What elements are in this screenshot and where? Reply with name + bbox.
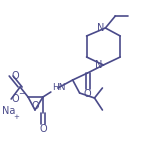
Text: +: + bbox=[13, 114, 19, 120]
Text: −: − bbox=[19, 89, 26, 98]
Text: O: O bbox=[11, 94, 19, 104]
Text: O: O bbox=[31, 101, 39, 111]
Text: O: O bbox=[39, 124, 47, 134]
Text: N: N bbox=[95, 60, 102, 70]
Text: O: O bbox=[11, 71, 19, 81]
Text: HN: HN bbox=[52, 83, 66, 91]
Text: N: N bbox=[97, 23, 104, 33]
Text: O: O bbox=[84, 89, 91, 99]
Text: Na: Na bbox=[2, 106, 15, 116]
